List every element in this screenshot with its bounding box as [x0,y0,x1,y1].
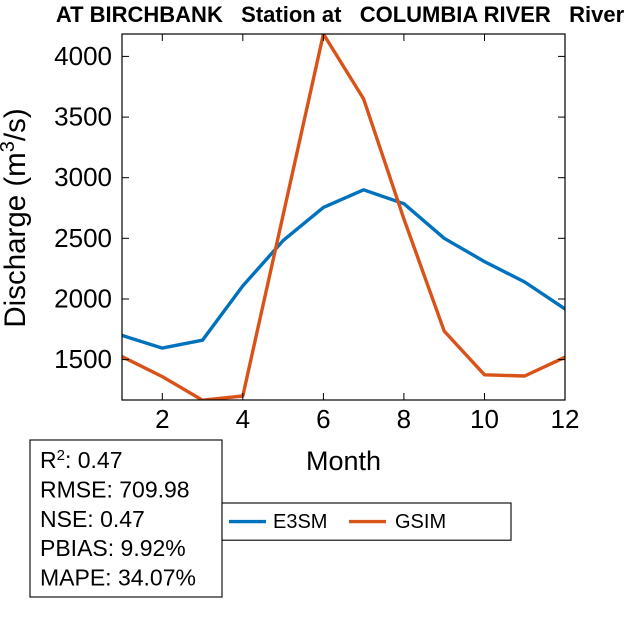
svg-text:1500: 1500 [54,344,112,374]
svg-text:10: 10 [470,404,499,434]
svg-text:Month: Month [306,446,381,476]
svg-text:2500: 2500 [54,223,112,253]
svg-text:3500: 3500 [54,102,112,132]
svg-text:2: 2 [155,404,169,434]
svg-text:4: 4 [236,404,250,434]
svg-text:2000: 2000 [54,284,112,314]
svg-text:12: 12 [551,404,580,434]
svg-text:MAPE: 34.07%: MAPE: 34.07% [40,565,196,591]
svg-text:3000: 3000 [54,162,112,192]
svg-text:PBIAS: 9.92%: PBIAS: 9.92% [40,535,186,561]
svg-text:8: 8 [397,404,411,434]
svg-text:4000: 4000 [54,41,112,71]
svg-text:Discharge (m3/s): Discharge (m3/s) [0,108,32,327]
svg-text:NSE: 0.47: NSE: 0.47 [40,506,145,532]
svg-text:AT BIRCHBANK Station at CO: AT BIRCHBANK Station at COLUMBIA RIVER R… [56,2,625,27]
svg-text:6: 6 [316,404,330,434]
svg-text:R2: 0.47: R2: 0.47 [40,447,123,474]
svg-text:E3SM: E3SM [273,511,327,533]
svg-text:RMSE: 709.98: RMSE: 709.98 [40,476,190,502]
svg-text:GSIM: GSIM [395,511,446,533]
